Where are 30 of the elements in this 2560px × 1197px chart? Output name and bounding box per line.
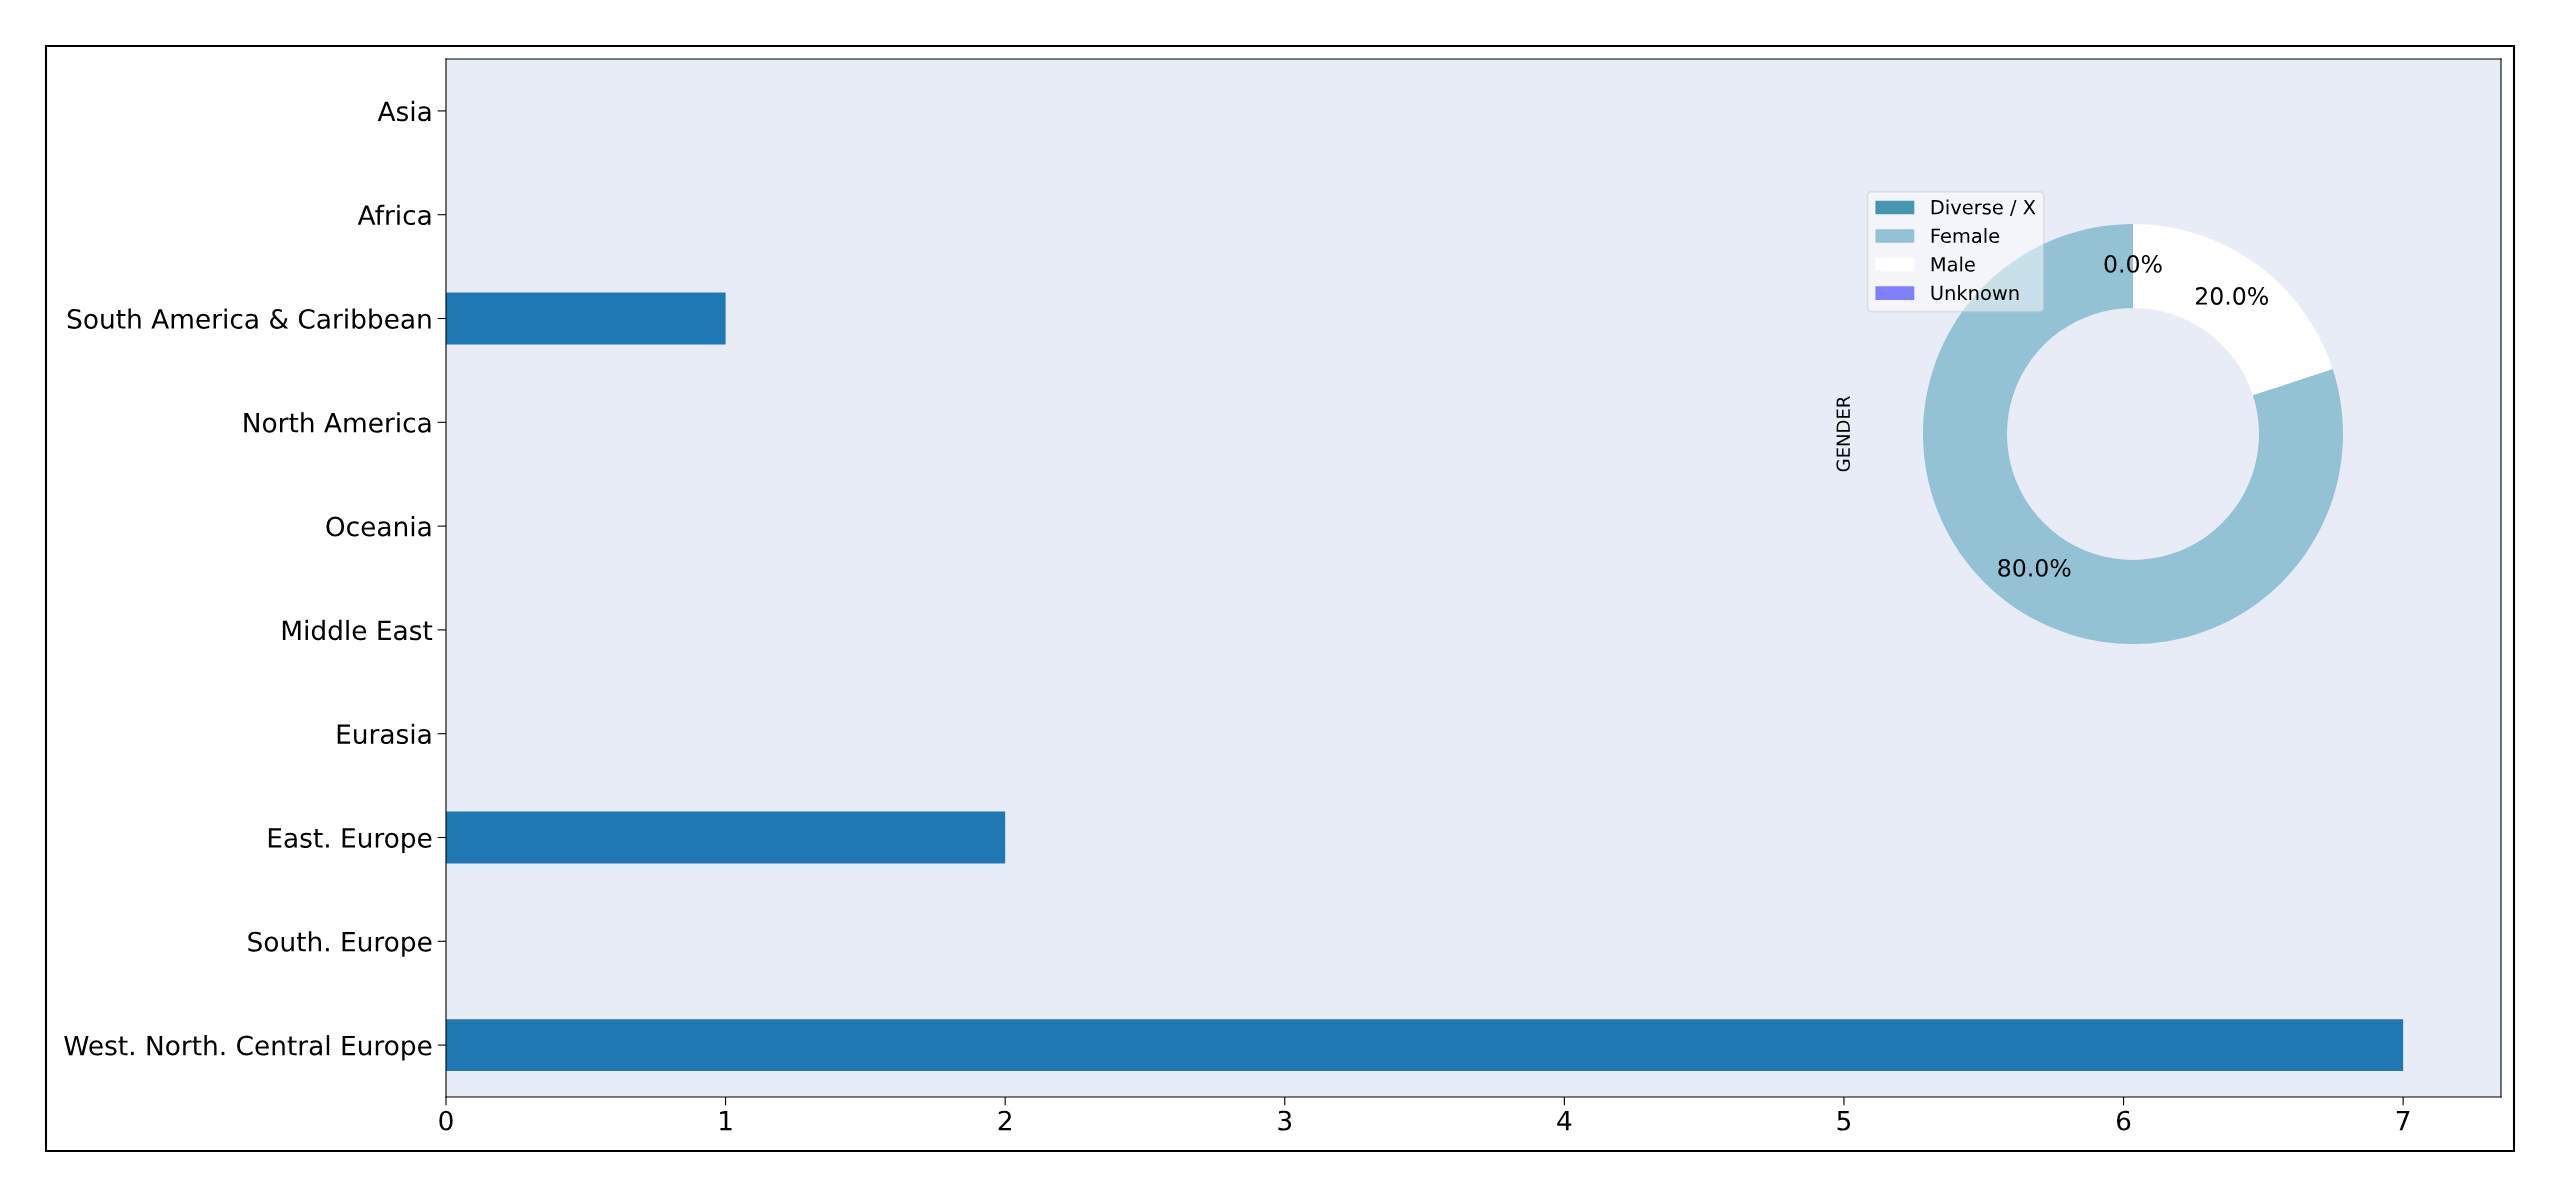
- donut-slice: [1923, 224, 2343, 644]
- y-tick-label: South America & Caribbean: [67, 308, 431, 329]
- bar: [446, 1019, 2404, 1072]
- y-tick-label: Oceania: [326, 516, 431, 537]
- y-tick-label: West. North. Central Europe: [64, 1035, 432, 1061]
- y-tick-label: South. Europe: [248, 931, 432, 957]
- legend-label: Male: [1931, 256, 1975, 272]
- x-tick-label: 7: [2396, 1111, 2410, 1131]
- x-tick-label: 4: [1557, 1111, 1572, 1131]
- text: 0.0%: [2104, 254, 2162, 273]
- y-tick-label: East. Europe: [268, 828, 432, 854]
- x-tick-label: 5: [1837, 1111, 1851, 1131]
- y-tick-label: North America: [244, 412, 431, 433]
- legend-label: Unknown: [1931, 285, 2019, 301]
- bar: [446, 811, 1006, 864]
- y-tick-label: Eurasia: [337, 723, 431, 745]
- legend-label: Diverse / X: [1931, 199, 2036, 217]
- data-label: 80.0%: [1998, 558, 2071, 577]
- x-tick-label: 3: [1278, 1110, 1292, 1131]
- y-tick-label: Asia: [377, 100, 431, 122]
- legend-label: Female: [1931, 228, 2000, 244]
- x-tick-label: 1: [720, 1111, 732, 1131]
- data-label: 20.0%: [2195, 287, 2268, 305]
- text: GENDER: [1836, 396, 1851, 472]
- x-tick-label: 2: [998, 1110, 1011, 1131]
- bar: [446, 292, 726, 345]
- y-tick-label: Africa: [357, 204, 431, 226]
- x-tick-label: 6: [2117, 1110, 2131, 1131]
- x-tick-label: 0: [439, 1110, 453, 1131]
- y-tick-label: Middle East: [282, 619, 433, 641]
